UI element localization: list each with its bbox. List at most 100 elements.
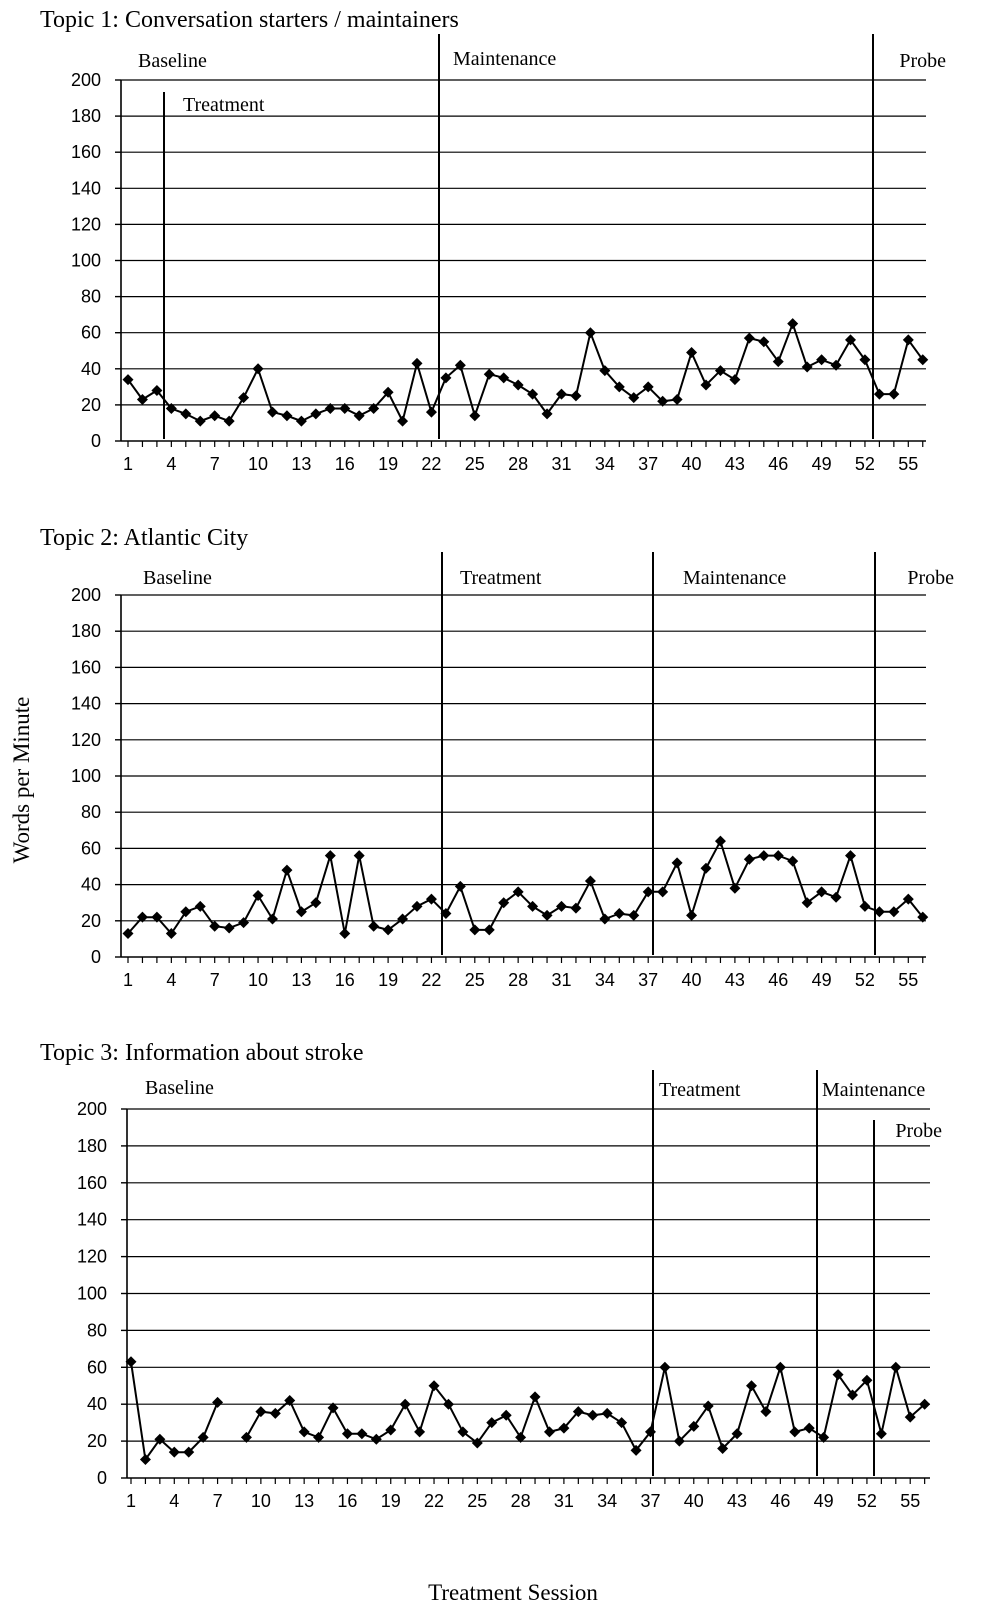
phase-label: Probe — [907, 567, 954, 589]
data-point — [399, 1398, 411, 1410]
y-tick-label: 120 — [77, 1247, 107, 1267]
series-line — [127, 320, 924, 424]
data-point — [339, 403, 351, 415]
data-point — [324, 403, 336, 415]
x-tick-label: 37 — [640, 1491, 660, 1511]
y-tick-label: 140 — [77, 1210, 107, 1230]
data-point — [584, 875, 596, 887]
data-point — [512, 886, 524, 898]
data-point — [760, 1406, 772, 1418]
phase-label: Baseline — [143, 567, 212, 589]
data-point — [428, 1380, 440, 1392]
data-point — [240, 1431, 252, 1443]
data-point — [758, 850, 770, 862]
y-tick-label: 80 — [81, 802, 101, 822]
data-point — [454, 880, 466, 892]
chart-title: Topic 2: Atlantic City — [40, 525, 248, 551]
data-point — [572, 1406, 584, 1418]
data-point — [816, 886, 828, 898]
data-point — [411, 900, 423, 912]
x-tick-label: 10 — [248, 970, 268, 990]
data-point — [803, 1422, 815, 1434]
data-point — [543, 1426, 555, 1438]
y-axis-label: Words per Minute — [9, 697, 34, 864]
y-tick-label: 180 — [71, 106, 101, 126]
y-tick-label: 100 — [71, 766, 101, 786]
data-point — [310, 408, 322, 420]
x-tick-label: 49 — [812, 454, 832, 474]
data-point — [801, 361, 813, 373]
x-tick-label: 55 — [898, 454, 918, 474]
y-tick-label: 160 — [77, 1173, 107, 1193]
data-point — [700, 862, 712, 874]
data-point — [599, 913, 611, 925]
x-tick-label: 10 — [251, 1491, 271, 1511]
data-point — [686, 347, 698, 359]
data-point — [425, 406, 437, 418]
x-tick-label: 25 — [465, 970, 485, 990]
x-tick-label: 52 — [855, 970, 875, 990]
y-tick-label: 200 — [71, 70, 101, 90]
series-line — [130, 1361, 219, 1463]
data-point — [556, 900, 567, 912]
data-point — [861, 1374, 873, 1386]
data-point — [917, 354, 929, 366]
data-point — [281, 864, 293, 876]
x-tick-label: 19 — [378, 454, 398, 474]
x-tick-label: 52 — [855, 454, 875, 474]
data-point — [136, 393, 148, 405]
data-point — [556, 388, 567, 400]
x-tick-label: 7 — [210, 970, 220, 990]
x-tick-label: 37 — [638, 970, 658, 990]
x-tick-label: 25 — [467, 1491, 487, 1511]
data-point — [397, 415, 409, 427]
data-point — [223, 922, 235, 934]
data-point — [570, 902, 582, 914]
y-tick-label: 40 — [81, 875, 101, 895]
y-tick-label: 100 — [77, 1284, 107, 1304]
data-point — [469, 410, 481, 422]
data-point — [223, 415, 235, 427]
data-point — [644, 1426, 656, 1438]
data-point — [700, 379, 712, 391]
x-axis-label: Treatment Session — [428, 1580, 598, 1605]
x-tick-label: 22 — [424, 1491, 444, 1511]
x-tick-label: 19 — [378, 970, 398, 990]
data-point — [382, 924, 394, 936]
x-tick-label: 25 — [465, 454, 485, 474]
x-tick-label: 40 — [682, 454, 702, 474]
y-tick-label: 140 — [71, 694, 101, 714]
data-point — [122, 374, 134, 386]
data-point — [919, 1398, 931, 1410]
data-point — [917, 911, 929, 923]
chart-title: Topic 3: Information about stroke — [40, 1040, 364, 1066]
y-tick-label: 0 — [91, 431, 101, 451]
data-point — [457, 1426, 469, 1438]
y-tick-label: 60 — [81, 838, 101, 858]
y-tick-label: 200 — [71, 585, 101, 605]
data-point — [873, 388, 885, 400]
x-tick-label: 13 — [291, 454, 311, 474]
y-tick-label: 40 — [87, 1394, 107, 1414]
data-point — [295, 906, 307, 918]
y-tick-label: 160 — [71, 142, 101, 162]
y-tick-label: 20 — [81, 395, 101, 415]
topic-1-chart: Topic 1: Conversation starters / maintai… — [40, 7, 946, 474]
data-point — [743, 853, 755, 865]
chart-title: Topic 1: Conversation starters / maintai… — [40, 7, 459, 33]
x-tick-label: 16 — [337, 1491, 357, 1511]
data-point — [847, 1389, 858, 1401]
data-point — [845, 334, 856, 346]
data-point — [151, 911, 163, 923]
data-point — [717, 1442, 729, 1454]
x-tick-label: 31 — [551, 970, 571, 990]
data-point — [341, 1428, 353, 1440]
x-tick-label: 46 — [770, 1491, 790, 1511]
topic-2-chart: Topic 2: Atlantic City020406080100120140… — [40, 525, 954, 990]
data-point — [875, 1428, 887, 1440]
data-point — [830, 891, 842, 903]
data-point — [714, 365, 726, 377]
x-tick-label: 49 — [812, 970, 832, 990]
data-point — [686, 909, 698, 921]
